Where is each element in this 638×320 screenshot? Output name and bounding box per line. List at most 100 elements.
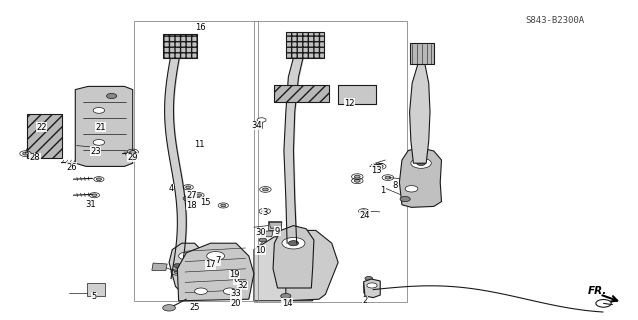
Text: 19: 19 bbox=[230, 270, 240, 279]
Text: 6: 6 bbox=[234, 276, 239, 284]
Bar bbox=[163, 34, 197, 58]
Text: 14: 14 bbox=[282, 299, 292, 308]
Circle shape bbox=[355, 175, 360, 178]
Polygon shape bbox=[269, 222, 282, 228]
Circle shape bbox=[197, 194, 202, 196]
Polygon shape bbox=[286, 230, 338, 301]
Circle shape bbox=[183, 266, 193, 271]
Circle shape bbox=[179, 252, 194, 260]
Text: 16: 16 bbox=[195, 23, 205, 32]
Text: 24: 24 bbox=[360, 211, 370, 220]
Circle shape bbox=[93, 108, 105, 113]
Text: 10: 10 bbox=[255, 246, 265, 255]
Text: 5: 5 bbox=[92, 292, 97, 301]
Circle shape bbox=[87, 160, 93, 163]
Text: S843-B2300A: S843-B2300A bbox=[526, 16, 584, 25]
Polygon shape bbox=[254, 237, 313, 301]
Circle shape bbox=[288, 241, 299, 246]
Circle shape bbox=[355, 179, 360, 182]
Circle shape bbox=[405, 186, 418, 192]
Circle shape bbox=[184, 264, 192, 268]
Circle shape bbox=[209, 271, 214, 274]
Circle shape bbox=[263, 188, 268, 191]
Circle shape bbox=[262, 210, 267, 212]
Polygon shape bbox=[152, 263, 167, 270]
Bar bbox=[87, 283, 105, 296]
Text: 13: 13 bbox=[371, 166, 382, 175]
Text: 29: 29 bbox=[128, 153, 138, 162]
Circle shape bbox=[23, 152, 28, 155]
Circle shape bbox=[174, 270, 181, 274]
Polygon shape bbox=[410, 64, 430, 163]
Bar bbox=[338, 85, 376, 104]
Bar bbox=[274, 85, 329, 102]
Text: 12: 12 bbox=[345, 99, 355, 108]
Circle shape bbox=[364, 284, 374, 289]
Circle shape bbox=[186, 186, 191, 188]
Text: 32: 32 bbox=[237, 281, 248, 290]
Circle shape bbox=[92, 194, 97, 196]
Polygon shape bbox=[364, 279, 380, 298]
Circle shape bbox=[189, 252, 204, 260]
Text: 21: 21 bbox=[96, 123, 106, 132]
Text: 30: 30 bbox=[255, 228, 265, 237]
Circle shape bbox=[259, 238, 267, 242]
Circle shape bbox=[221, 204, 226, 207]
Text: 34: 34 bbox=[251, 121, 262, 130]
Text: 31: 31 bbox=[85, 200, 96, 209]
Text: 17: 17 bbox=[205, 260, 216, 269]
Text: 28: 28 bbox=[30, 153, 40, 162]
Text: 1: 1 bbox=[380, 186, 385, 195]
Text: 2: 2 bbox=[362, 296, 367, 305]
Polygon shape bbox=[364, 282, 376, 296]
Circle shape bbox=[257, 118, 266, 122]
Text: 22: 22 bbox=[36, 123, 47, 132]
Circle shape bbox=[293, 278, 306, 285]
Circle shape bbox=[361, 210, 366, 212]
Circle shape bbox=[130, 151, 136, 153]
Circle shape bbox=[174, 264, 181, 268]
Circle shape bbox=[385, 176, 390, 179]
Text: 23: 23 bbox=[91, 147, 101, 156]
Text: 7: 7 bbox=[216, 256, 221, 265]
Text: 8: 8 bbox=[393, 181, 398, 190]
Circle shape bbox=[186, 271, 191, 274]
Circle shape bbox=[93, 140, 105, 145]
Text: 33: 33 bbox=[231, 289, 241, 298]
Polygon shape bbox=[399, 148, 441, 207]
Polygon shape bbox=[169, 243, 204, 293]
Text: 4: 4 bbox=[168, 184, 174, 193]
Circle shape bbox=[417, 161, 426, 165]
Polygon shape bbox=[268, 221, 281, 230]
Circle shape bbox=[107, 93, 117, 99]
Bar bbox=[134, 21, 258, 301]
Circle shape bbox=[281, 293, 291, 299]
Polygon shape bbox=[273, 226, 314, 288]
Polygon shape bbox=[177, 243, 254, 301]
Polygon shape bbox=[75, 86, 133, 166]
Circle shape bbox=[191, 266, 202, 271]
Circle shape bbox=[282, 237, 305, 249]
Text: 3: 3 bbox=[262, 208, 267, 217]
Circle shape bbox=[163, 305, 175, 311]
Bar bbox=[27, 114, 62, 158]
Text: 11: 11 bbox=[194, 140, 204, 149]
Circle shape bbox=[411, 158, 431, 168]
Text: 25: 25 bbox=[189, 303, 200, 312]
Circle shape bbox=[207, 252, 225, 260]
Circle shape bbox=[400, 196, 410, 202]
Circle shape bbox=[186, 197, 191, 200]
Circle shape bbox=[365, 276, 373, 280]
Polygon shape bbox=[338, 85, 376, 104]
Bar bbox=[410, 43, 434, 64]
Text: 9: 9 bbox=[275, 227, 280, 236]
Circle shape bbox=[300, 250, 313, 256]
Bar bbox=[254, 21, 407, 302]
Text: 20: 20 bbox=[231, 299, 241, 308]
Text: 27: 27 bbox=[186, 191, 197, 200]
Circle shape bbox=[223, 288, 236, 294]
Circle shape bbox=[96, 178, 101, 180]
Circle shape bbox=[378, 165, 383, 168]
Bar bbox=[286, 32, 324, 58]
Text: FR.: FR. bbox=[588, 286, 607, 296]
